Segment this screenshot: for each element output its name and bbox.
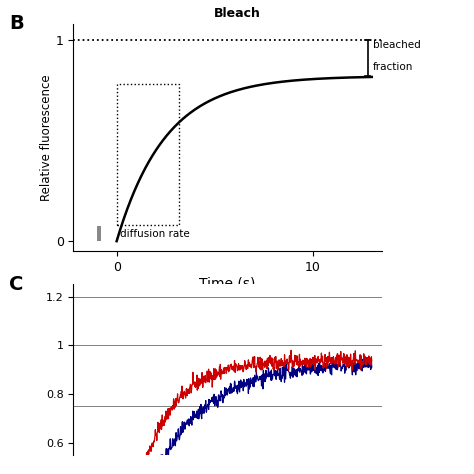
Text: diffusion rate: diffusion rate [119, 229, 189, 239]
Y-axis label: Relative fluorescence: Relative fluorescence [40, 74, 53, 201]
Text: fraction: fraction [373, 62, 413, 72]
Bar [117, 84, 180, 225]
Text: B: B [9, 14, 24, 33]
Bar [97, 226, 101, 241]
Text: C: C [9, 275, 24, 294]
Text: bleached: bleached [373, 40, 420, 50]
X-axis label: Time (s): Time (s) [200, 277, 255, 291]
Text: Bleach: Bleach [214, 7, 260, 20]
